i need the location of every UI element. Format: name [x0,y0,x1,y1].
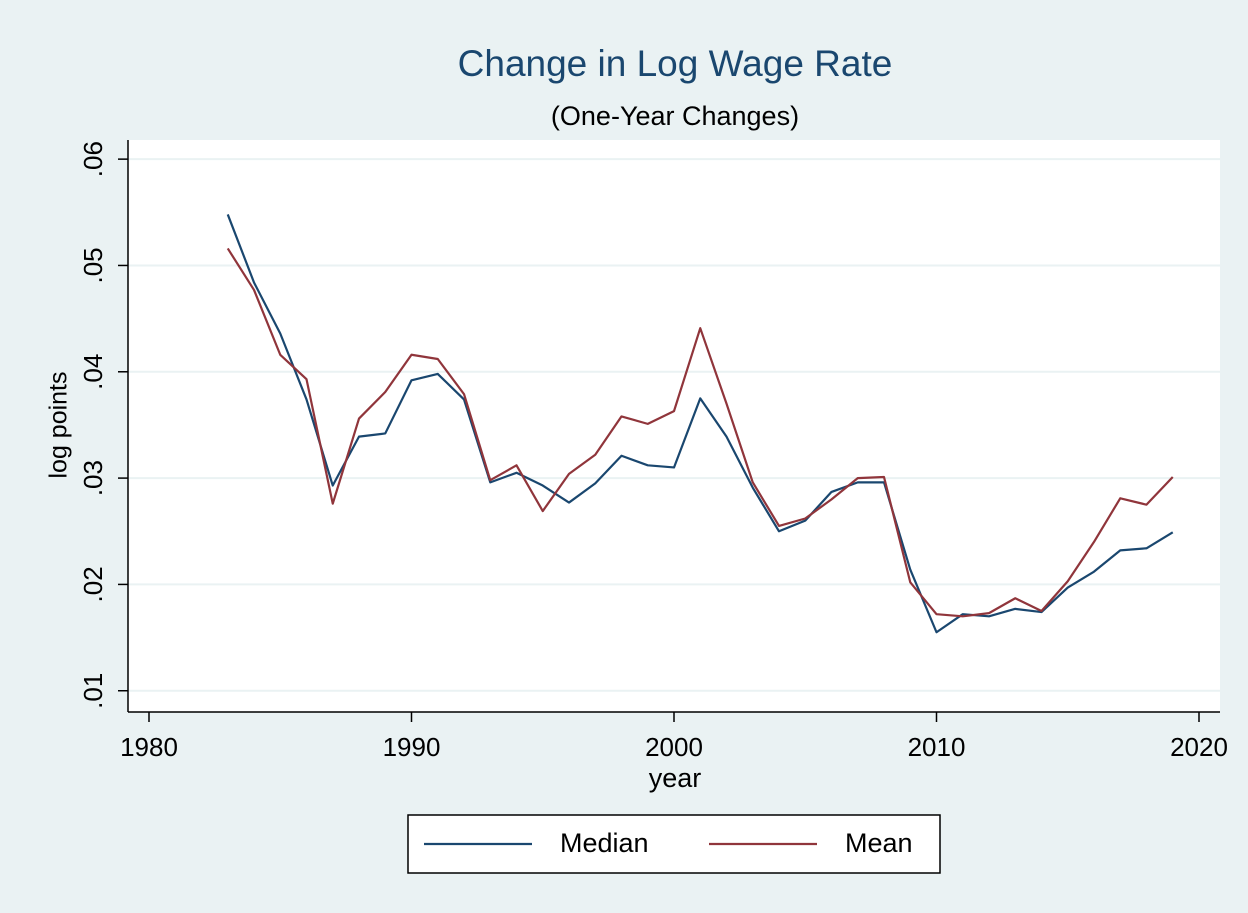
x-axis-title: year [649,763,702,793]
series-line [226,214,1174,634]
y-tick-label: .04 [78,354,108,390]
y-axis-title: log points [45,371,73,478]
x-tick-label: 1980 [120,732,178,762]
plot-background [128,140,1220,712]
x-tick-label: 2020 [1170,732,1228,762]
chart-title: Change in Log Wage Rate [458,43,893,84]
series-line [226,247,1174,618]
y-tick-label: .01 [78,673,108,709]
legend-label: Mean [845,828,913,858]
y-tick-label: .05 [78,247,108,283]
y-tick-label: .06 [78,141,108,177]
x-tick-label: 2010 [908,732,966,762]
x-tick-label: 1990 [383,732,441,762]
legend-label: Median [560,828,649,858]
y-tick-label: .02 [78,566,108,602]
y-tick-label: .03 [78,460,108,496]
x-tick-label: 2000 [645,732,703,762]
chart-subtitle: (One-Year Changes) [551,101,799,131]
